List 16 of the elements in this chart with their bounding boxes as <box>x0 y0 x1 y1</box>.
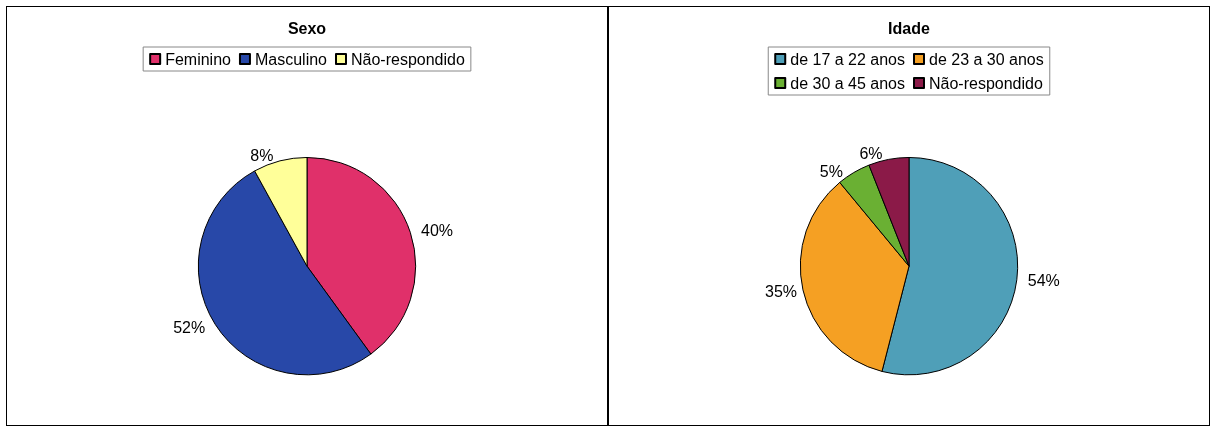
legend-label: de 30 a 45 anos <box>790 74 905 92</box>
legend-label: Não-respondido <box>929 74 1043 92</box>
data-label: 40% <box>421 222 454 240</box>
data-label: 54% <box>1027 272 1060 290</box>
legend-label: Masculino <box>254 50 328 68</box>
legend-label: Feminino <box>165 50 232 68</box>
data-label: 52% <box>173 319 206 337</box>
data-label: 5% <box>819 163 843 181</box>
data-label: 8% <box>250 146 274 164</box>
chart-title: Sexo <box>287 19 327 37</box>
data-label: 35% <box>765 282 798 300</box>
chart-title: Idade <box>888 19 930 37</box>
legend-label: de 17 a 22 anos <box>790 50 905 68</box>
data-label: 6% <box>859 145 883 163</box>
legend-label: Não-respondido <box>350 50 465 68</box>
legend-label: de 23 a 30 anos <box>929 50 1044 68</box>
